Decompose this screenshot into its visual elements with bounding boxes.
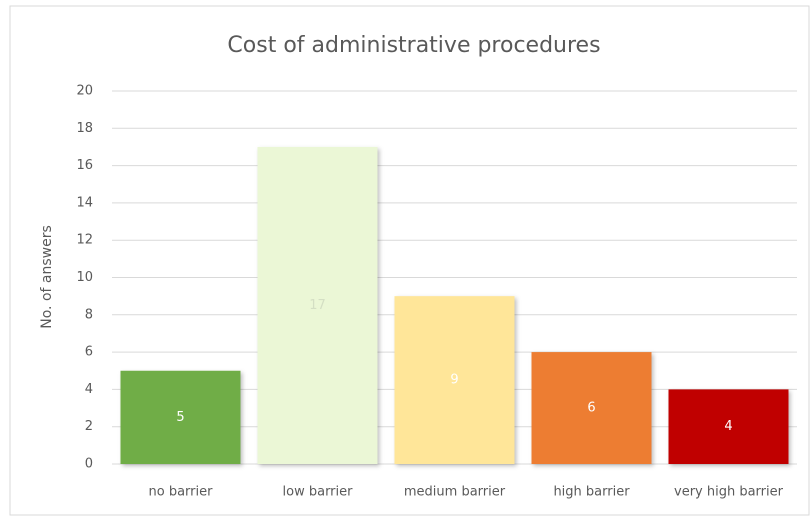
data-label: 17: [309, 298, 326, 313]
x-tick-label: no barrier: [149, 485, 214, 500]
y-tick-label: 0: [85, 457, 93, 472]
bar: [531, 352, 652, 464]
y-tick-label: 16: [76, 158, 93, 173]
bar: [257, 146, 378, 464]
data-label: 4: [724, 419, 732, 434]
y-tick-label: 20: [76, 84, 93, 99]
data-label: 9: [450, 373, 458, 388]
chart-title: Cost of administrative procedures: [227, 33, 600, 58]
x-tick-label: very high barrier: [674, 485, 784, 500]
data-label: 6: [587, 401, 595, 416]
x-tick-label: low barrier: [283, 485, 354, 500]
y-tick-label: 10: [76, 270, 93, 285]
x-tick-label: high barrier: [553, 485, 630, 500]
y-tick-label: 12: [76, 233, 93, 248]
y-tick-label: 6: [85, 345, 93, 360]
bar: [394, 296, 515, 464]
y-tick-label: 2: [85, 419, 93, 434]
bar: [120, 370, 241, 464]
y-axis-title: No. of answers: [39, 225, 55, 329]
y-tick-label: 8: [85, 307, 93, 322]
y-tick-label: 4: [85, 382, 93, 397]
x-tick-label: medium barrier: [404, 485, 506, 500]
y-tick-label: 14: [76, 195, 93, 210]
y-tick-label: 18: [76, 121, 93, 136]
bar: [668, 389, 789, 464]
data-label: 5: [176, 410, 184, 425]
